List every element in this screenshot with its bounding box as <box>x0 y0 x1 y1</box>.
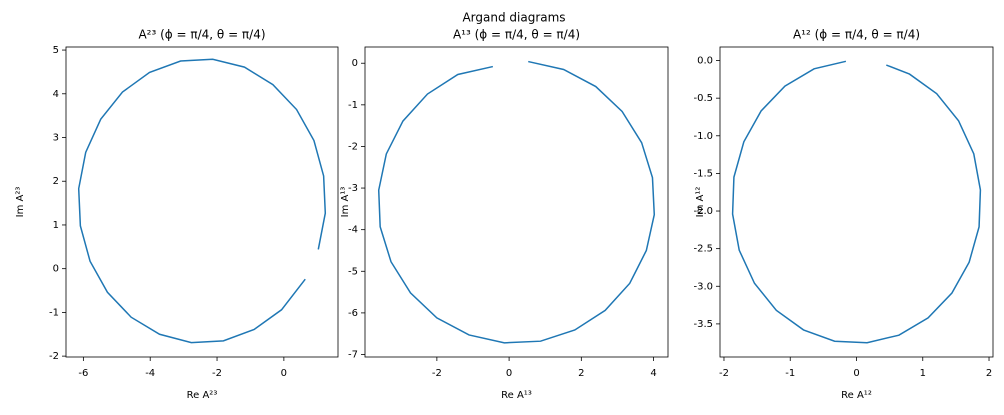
x-tick-label: 2 <box>986 368 992 379</box>
x-tick-label: -2 <box>212 368 222 379</box>
x-tick-label: -4 <box>145 368 155 379</box>
x-tick-label: 0 <box>853 368 859 379</box>
y-tick-label: -0.5 <box>693 93 713 104</box>
x-axis-label: Re A¹² <box>841 390 872 401</box>
x-tick-label: -2 <box>719 368 729 379</box>
x-tick-label: 1 <box>920 368 926 379</box>
x-tick-label: -2 <box>432 368 442 379</box>
y-tick-label: 4 <box>53 89 59 100</box>
figure-title: Argand diagrams <box>462 11 565 25</box>
curve <box>731 60 982 344</box>
y-tick-label: -5 <box>348 266 358 277</box>
x-tick-label: -1 <box>785 368 795 379</box>
axes-title: A¹³ (ϕ = π/4, θ = π/4) <box>453 28 580 42</box>
y-tick-label: 1 <box>53 220 59 231</box>
y-tick-label: -2 <box>49 351 59 362</box>
y-tick-label: -2.5 <box>693 244 713 255</box>
y-tick-label: 2 <box>53 176 59 187</box>
x-tick-label: 2 <box>578 368 584 379</box>
y-tick-label: 0 <box>352 58 358 69</box>
y-tick-label: -2 <box>348 141 358 152</box>
curve <box>77 58 327 344</box>
y-tick-label: -4 <box>348 225 358 236</box>
y-axis-label: Im A¹³ <box>340 187 351 218</box>
y-tick-label: -1.0 <box>693 131 713 142</box>
y-tick-label: 0 <box>53 264 59 275</box>
y-tick-label: -3.0 <box>693 281 713 292</box>
y-tick-label: 5 <box>53 45 59 56</box>
y-tick-label: -1 <box>348 100 358 111</box>
y-tick-label: 3 <box>53 133 59 144</box>
y-tick-label: -1.5 <box>693 168 713 179</box>
axes-title: A²³ (ϕ = π/4, θ = π/4) <box>138 28 265 42</box>
axes-frame <box>364 46 669 358</box>
y-tick-label: 0.0 <box>697 56 713 67</box>
x-axis-label: Re A¹³ <box>501 390 532 401</box>
x-tick-label: 0 <box>281 368 287 379</box>
x-tick-label: 0 <box>506 368 512 379</box>
y-tick-label: -3.5 <box>693 319 713 330</box>
y-tick-label: -3 <box>348 183 358 194</box>
axes-title: A¹² (ϕ = π/4, θ = π/4) <box>793 28 920 42</box>
y-axis-label: Im A¹² <box>695 187 706 218</box>
y-tick-label: -7 <box>348 350 358 361</box>
y-axis-label: Im A²³ <box>15 187 26 218</box>
x-axis-label: Re A²³ <box>187 390 218 401</box>
axes-frame <box>65 46 339 358</box>
y-tick-label: -6 <box>348 308 358 319</box>
x-tick-label: 4 <box>650 368 656 379</box>
y-tick-label: -1 <box>49 307 59 318</box>
y-tick-label: -2.0 <box>693 206 713 217</box>
x-tick-label: -6 <box>78 368 88 379</box>
axes-frame <box>719 46 994 358</box>
curve <box>377 60 656 344</box>
